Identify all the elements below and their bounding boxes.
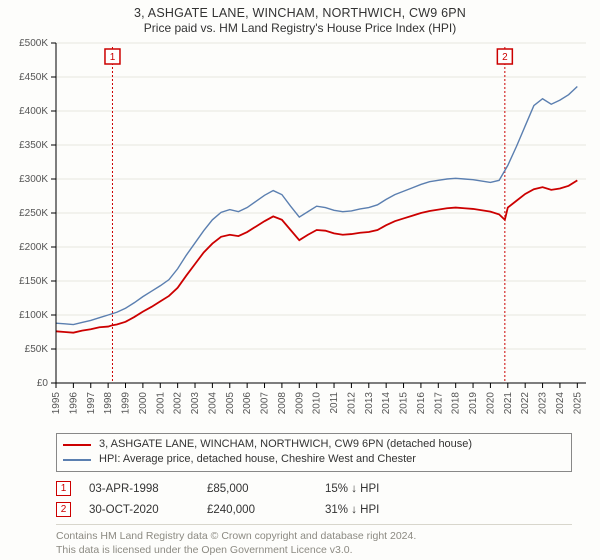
svg-text:1996: 1996: [68, 392, 79, 415]
svg-text:£150K: £150K: [19, 276, 48, 287]
svg-text:£0: £0: [37, 378, 49, 389]
svg-text:2006: 2006: [242, 392, 253, 415]
svg-text:£400K: £400K: [19, 106, 48, 117]
svg-text:2025: 2025: [572, 392, 583, 415]
svg-text:2001: 2001: [155, 392, 166, 415]
svg-text:2018: 2018: [451, 392, 462, 415]
svg-text:£500K: £500K: [19, 39, 48, 49]
svg-text:1999: 1999: [121, 392, 132, 415]
svg-text:2: 2: [502, 52, 508, 63]
svg-text:2011: 2011: [329, 392, 340, 414]
svg-text:2003: 2003: [190, 392, 201, 415]
svg-text:2012: 2012: [346, 392, 357, 415]
svg-text:2022: 2022: [520, 392, 531, 415]
svg-text:£250K: £250K: [19, 208, 48, 219]
svg-text:2019: 2019: [468, 392, 479, 415]
transaction-price: £85,000: [207, 483, 307, 495]
svg-text:£300K: £300K: [19, 174, 48, 185]
transaction-price: £240,000: [207, 504, 307, 516]
svg-text:2023: 2023: [538, 392, 549, 415]
series-hpi_detached_cheshire_west: [56, 87, 577, 325]
transaction-date: 30-OCT-2020: [89, 504, 189, 516]
legend-item: 3, ASHGATE LANE, WINCHAM, NORTHWICH, CW9…: [63, 437, 565, 452]
chart-svg: 1 2 1995 1996 1997 1998 1999 2000 2001 2002 2003 2…: [0, 39, 600, 429]
legend-label: 3, ASHGATE LANE, WINCHAM, NORTHWICH, CW9…: [99, 437, 472, 452]
transaction-date: 03-APR-1998: [89, 483, 189, 495]
svg-text:2020: 2020: [485, 392, 496, 415]
svg-text:2016: 2016: [416, 392, 427, 415]
svg-text:1997: 1997: [86, 392, 97, 415]
svg-text:2024: 2024: [555, 392, 566, 415]
svg-text:2009: 2009: [294, 392, 305, 415]
svg-text:£50K: £50K: [25, 344, 49, 355]
svg-text:2015: 2015: [399, 392, 410, 415]
transaction-delta: 31% ↓ HPI: [325, 504, 425, 516]
footer-attribution: Contains HM Land Registry data © Crown c…: [56, 529, 572, 557]
transaction-row: 2 30-OCT-2020 £240,000 31% ↓ HPI: [56, 499, 572, 520]
svg-text:£350K: £350K: [19, 140, 48, 151]
legend-box: 3, ASHGATE LANE, WINCHAM, NORTHWICH, CW9…: [56, 433, 572, 472]
svg-text:2000: 2000: [138, 392, 149, 415]
svg-text:2014: 2014: [381, 392, 392, 415]
legend-item: HPI: Average price, detached house, Ches…: [63, 452, 565, 467]
transaction-delta: 15% ↓ HPI: [325, 483, 425, 495]
series-property_price: [56, 180, 577, 332]
svg-text:2005: 2005: [225, 392, 236, 415]
title-primary: 3, ASHGATE LANE, WINCHAM, NORTHWICH, CW9…: [8, 6, 592, 20]
transaction-marker-box: 2: [56, 502, 71, 517]
svg-text:2007: 2007: [260, 392, 271, 415]
legend-swatch: [63, 459, 91, 461]
svg-text:£200K: £200K: [19, 242, 48, 253]
footer-separator: [56, 524, 572, 525]
price-vs-hpi-chart: 1 2 1995 1996 1997 1998 1999 2000 2001 2002 2003 2…: [0, 39, 600, 429]
footer-line-2: This data is licensed under the Open Gov…: [56, 543, 572, 557]
svg-text:2002: 2002: [173, 392, 184, 415]
title-secondary: Price paid vs. HM Land Registry's House …: [8, 21, 592, 35]
svg-text:2021: 2021: [503, 392, 514, 415]
svg-text:2013: 2013: [364, 392, 375, 415]
footer-line-1: Contains HM Land Registry data © Crown c…: [56, 529, 572, 543]
legend-swatch: [63, 444, 91, 446]
svg-text:2010: 2010: [312, 392, 323, 415]
svg-text:1995: 1995: [51, 392, 62, 415]
svg-text:1998: 1998: [103, 392, 114, 415]
svg-text:2004: 2004: [207, 392, 218, 415]
svg-text:2008: 2008: [277, 392, 288, 415]
svg-text:2017: 2017: [433, 392, 444, 415]
svg-text:1: 1: [110, 52, 116, 63]
chart-titles: 3, ASHGATE LANE, WINCHAM, NORTHWICH, CW9…: [0, 0, 600, 39]
legend-label: HPI: Average price, detached house, Ches…: [99, 452, 416, 467]
transaction-list: 1 03-APR-1998 £85,000 15% ↓ HPI 2 30-OCT-2020…: [56, 478, 572, 520]
transaction-marker-box: 1: [56, 481, 71, 496]
svg-text:£450K: £450K: [19, 72, 48, 83]
svg-text:£100K: £100K: [19, 310, 48, 321]
transaction-row: 1 03-APR-1998 £85,000 15% ↓ HPI: [56, 478, 572, 499]
